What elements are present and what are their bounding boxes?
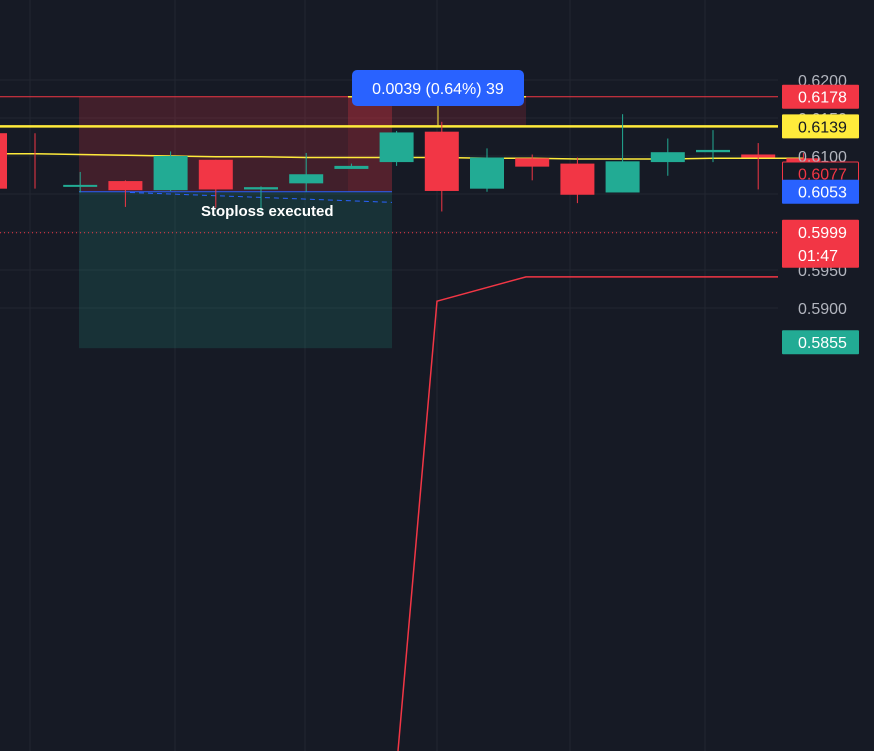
price-tag: 0.6178 <box>782 84 859 109</box>
candle[interactable] <box>153 151 188 191</box>
candle[interactable] <box>198 159 233 208</box>
candle-body <box>605 161 640 193</box>
candle[interactable] <box>63 171 98 193</box>
candle[interactable] <box>696 130 730 163</box>
candle-body <box>0 133 7 189</box>
candle-body <box>650 152 685 163</box>
price-tag-label: 0.6053 <box>798 185 847 202</box>
candle-body <box>63 184 98 187</box>
price-tag: 0.5999 01:47 <box>782 219 859 268</box>
candle-body <box>108 181 143 191</box>
candle[interactable] <box>0 133 36 189</box>
price-tag-label: 0.6178 <box>798 90 847 107</box>
measure-label-box <box>352 70 524 106</box>
price-tag: 0.6139 <box>782 114 859 139</box>
candle-body <box>696 149 730 153</box>
price-tag-label: 0.5999 <box>798 225 847 242</box>
candle-body <box>334 165 369 169</box>
position-zone-upper <box>79 96 392 192</box>
candle[interactable] <box>650 138 685 176</box>
price-tag-label: 0.5855 <box>798 335 847 352</box>
price-tag: 0.5855 <box>782 330 859 355</box>
moving-average-line <box>0 152 804 160</box>
candle[interactable] <box>244 186 278 213</box>
price-tag-box <box>782 179 859 204</box>
price-tag-label: 0.6139 <box>798 119 847 136</box>
price-tag-box <box>782 219 859 268</box>
candle[interactable] <box>605 114 640 193</box>
price-tag-label: 0.6077 <box>798 166 847 183</box>
candle[interactable] <box>379 130 414 166</box>
price-tag-box <box>782 114 859 139</box>
candle[interactable] <box>515 154 550 181</box>
stoploss-annotation: Stoploss executed <box>201 203 334 220</box>
candle-body <box>153 156 188 191</box>
candle[interactable] <box>334 163 369 169</box>
measure-label-text: 0.0039 (0.64%) 39 <box>372 81 504 98</box>
candle-body <box>470 157 504 189</box>
trend-dashed-line <box>129 191 393 203</box>
candle-body <box>198 159 233 190</box>
candle-body <box>379 132 414 163</box>
candle-body <box>741 154 776 158</box>
candle-body <box>244 187 278 190</box>
position-zone-lower <box>79 191 392 349</box>
price-tag: 0.6077 <box>782 161 859 186</box>
candle[interactable] <box>560 157 595 204</box>
y-axis-tick-label: 0.5900 <box>798 301 847 318</box>
trailing-stop-line <box>397 276 778 751</box>
price-tag-box <box>782 330 859 355</box>
candle-body <box>560 163 595 195</box>
candle[interactable] <box>424 121 459 212</box>
price-tag: 0.6053 <box>782 179 859 204</box>
measure-label[interactable]: 0.0039 (0.64%) 39 <box>352 70 524 106</box>
candle[interactable] <box>108 180 143 207</box>
candle[interactable] <box>470 148 504 192</box>
candle[interactable] <box>289 152 324 192</box>
price-tag-countdown: 01:47 <box>798 248 838 265</box>
candle-body <box>289 174 324 184</box>
candle-body <box>424 131 459 191</box>
candle[interactable] <box>741 143 776 190</box>
price-tag-box <box>782 84 859 109</box>
candle-body <box>515 158 550 167</box>
